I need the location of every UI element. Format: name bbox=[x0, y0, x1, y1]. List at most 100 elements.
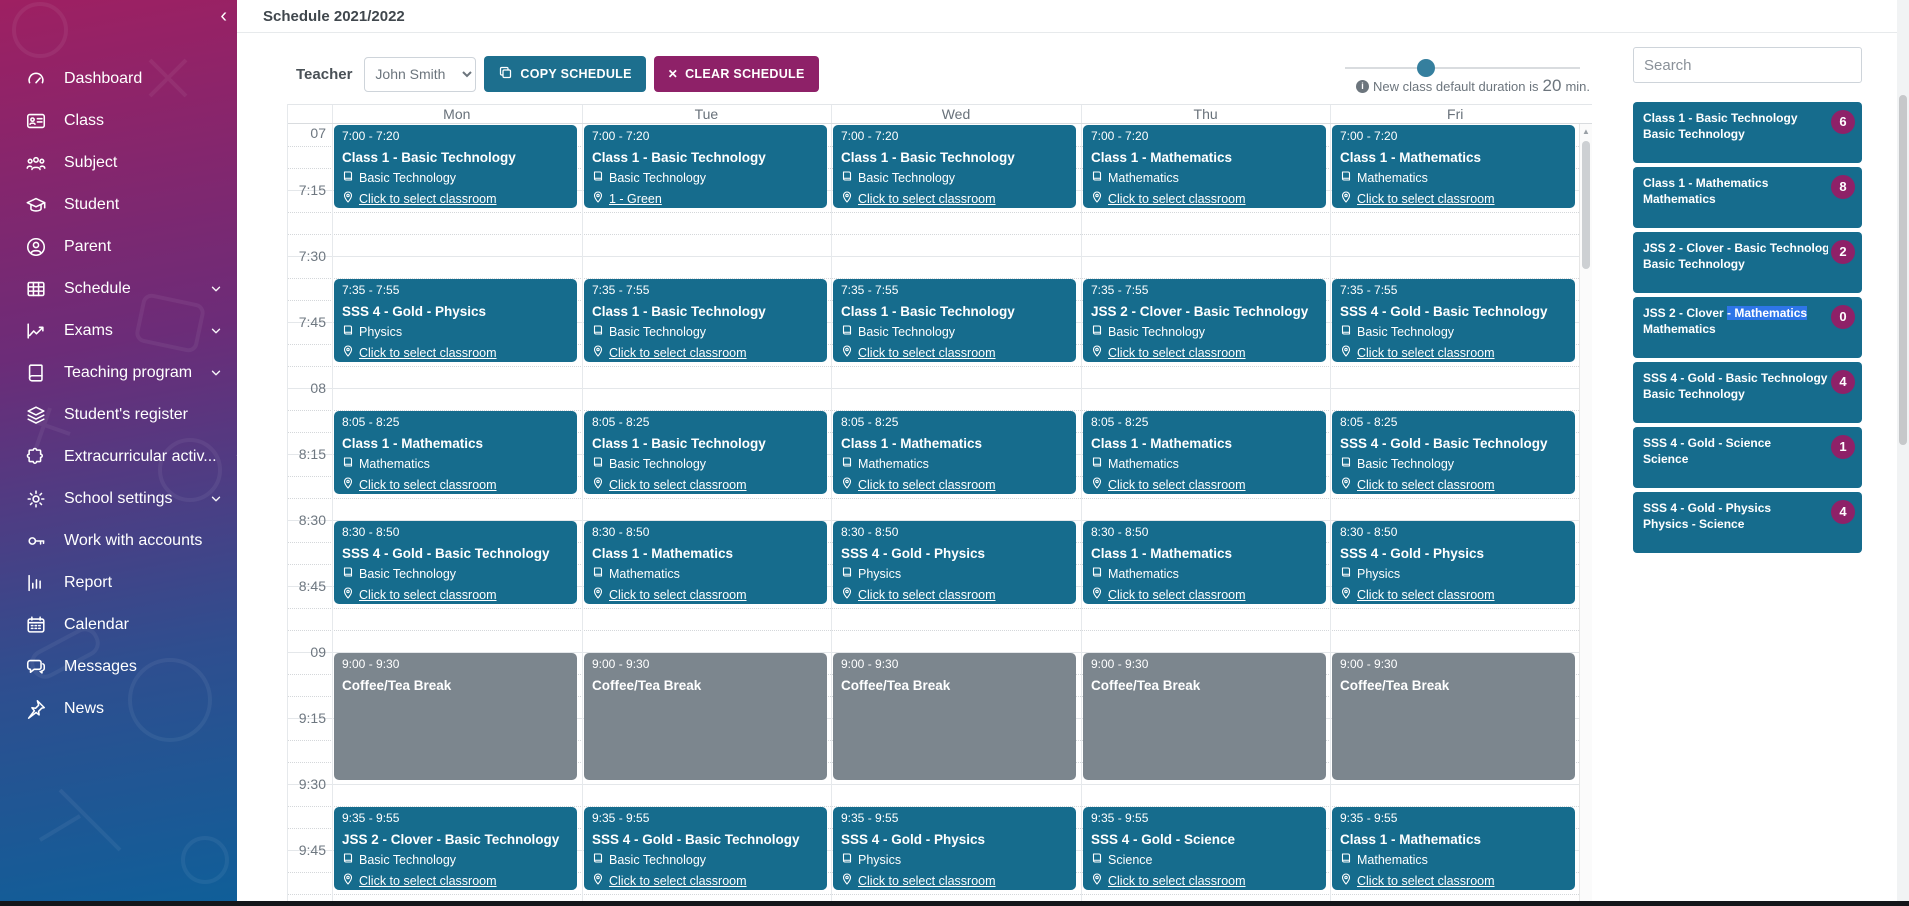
calendar-scrollbar-thumb[interactable] bbox=[1582, 141, 1590, 269]
class-card-subject: Basic Technology bbox=[1643, 387, 1745, 401]
classroom-link[interactable]: Click to select classroom bbox=[1091, 587, 1318, 603]
class-event[interactable]: 8:05 - 8:25 Class 1 - Mathematics Mathemat… bbox=[1083, 411, 1326, 494]
classroom-link[interactable]: Click to select classroom bbox=[342, 191, 569, 207]
class-card[interactable]: SSS 4 - Gold - Science Science 1 bbox=[1633, 427, 1862, 488]
sidebar-item-subject[interactable]: Subject bbox=[0, 142, 237, 184]
class-event[interactable]: 7:35 - 7:55 Class 1 - Basic Technology Bas… bbox=[833, 279, 1076, 362]
class-event[interactable]: 7:35 - 7:55 JSS 2 - Clover - Basic Techno… bbox=[1083, 279, 1326, 362]
class-event[interactable]: 8:30 - 8:50 Class 1 - Mathematics Mathemat… bbox=[1083, 521, 1326, 604]
classroom-link[interactable]: Click to select classroom bbox=[841, 345, 1068, 361]
class-event[interactable]: 7:00 - 7:20 Class 1 - Mathematics Mathemat… bbox=[1083, 125, 1326, 208]
class-event[interactable]: 9:35 - 9:55 SSS 4 - Gold - Science Science… bbox=[1083, 807, 1326, 890]
sidebar-item-news[interactable]: News bbox=[0, 688, 237, 730]
classroom-link[interactable]: Click to select classroom bbox=[1340, 873, 1567, 889]
clear-schedule-button[interactable]: ✕ CLEAR SCHEDULE bbox=[653, 56, 819, 92]
sidebar-collapse-button[interactable]: ‹ bbox=[220, 5, 227, 27]
classroom-link[interactable]: Click to select classroom bbox=[841, 587, 1068, 603]
class-event[interactable]: 8:30 - 8:50 SSS 4 - Gold - Basic Technolo… bbox=[334, 521, 577, 604]
classroom-link[interactable]: Click to select classroom bbox=[1340, 477, 1567, 493]
teacher-select[interactable]: John Smith bbox=[364, 56, 477, 92]
classroom-link[interactable]: 1 - Green bbox=[592, 191, 819, 207]
sidebar-item-parent[interactable]: Parent bbox=[0, 226, 237, 268]
sidebar-item-calendar[interactable]: Calendar bbox=[0, 604, 237, 646]
page-title: Schedule 2021/2022 bbox=[263, 8, 405, 25]
class-event[interactable]: 7:00 - 7:20 Class 1 - Basic Technology Bas… bbox=[334, 125, 577, 208]
break-event[interactable]: 9:00 - 9:30 Coffee/Tea Break bbox=[1083, 653, 1326, 780]
class-event[interactable]: 7:00 - 7:20 Class 1 - Mathematics Mathemat… bbox=[1332, 125, 1575, 208]
scroll-up-icon[interactable]: ▲ bbox=[1582, 127, 1590, 136]
event-title: Class 1 - Basic Technology bbox=[592, 150, 766, 165]
class-card[interactable]: Class 1 - Mathematics Mathematics 8 bbox=[1633, 167, 1862, 228]
break-event[interactable]: 9:00 - 9:30 Coffee/Tea Break bbox=[334, 653, 577, 780]
classroom-link[interactable]: Click to select classroom bbox=[1340, 587, 1567, 603]
event-time: 7:00 - 7:20 bbox=[1340, 129, 1398, 143]
class-event[interactable]: 8:30 - 8:50 SSS 4 - Gold - Physics Physics… bbox=[833, 521, 1076, 604]
grid-line bbox=[288, 256, 1579, 257]
page-scrollbar-thumb[interactable] bbox=[1899, 95, 1907, 445]
classroom-link[interactable]: Click to select classroom bbox=[592, 587, 819, 603]
slider-knob[interactable] bbox=[1417, 59, 1435, 77]
search-input[interactable] bbox=[1633, 47, 1862, 83]
class-card[interactable]: JSS 2 - Clover - Basic Technology Basic T… bbox=[1633, 232, 1862, 293]
classroom-link[interactable]: Click to select classroom bbox=[592, 873, 819, 889]
classroom-link[interactable]: Click to select classroom bbox=[841, 477, 1068, 493]
class-event[interactable]: 8:30 - 8:50 SSS 4 - Gold - Physics Physics… bbox=[1332, 521, 1575, 604]
class-card[interactable]: SSS 4 - Gold - Basic Technology Basic Tec… bbox=[1633, 362, 1862, 423]
break-event[interactable]: 9:00 - 9:30 Coffee/Tea Break bbox=[1332, 653, 1575, 780]
sidebar-item-work-with-accounts[interactable]: Work with accounts bbox=[0, 520, 237, 562]
class-event[interactable]: 7:35 - 7:55 Class 1 - Basic Technology Bas… bbox=[584, 279, 827, 362]
classroom-link[interactable]: Click to select classroom bbox=[342, 345, 569, 361]
classroom-link[interactable]: Click to select classroom bbox=[342, 873, 569, 889]
duration-slider[interactable] bbox=[1345, 59, 1580, 77]
class-event[interactable]: 7:35 - 7:55 SSS 4 - Gold - Basic Technolo… bbox=[1332, 279, 1575, 362]
classroom-link[interactable]: Click to select classroom bbox=[1091, 477, 1318, 493]
event-title: JSS 2 - Clover - Basic Technology bbox=[1091, 304, 1309, 319]
page-scrollbar[interactable] bbox=[1897, 0, 1909, 906]
book-icon bbox=[1091, 456, 1103, 472]
class-event[interactable]: 9:35 - 9:55 SSS 4 - Gold - Physics Physics… bbox=[833, 807, 1076, 890]
class-event[interactable]: 9:35 - 9:55 Class 1 - Mathematics Mathemat… bbox=[1332, 807, 1575, 890]
copy-schedule-button[interactable]: COPY SCHEDULE bbox=[484, 56, 646, 92]
sidebar-item-school-settings[interactable]: School settings bbox=[0, 478, 237, 520]
classroom-link[interactable]: Click to select classroom bbox=[342, 587, 569, 603]
class-event[interactable]: 8:05 - 8:25 Class 1 - Basic Technology Bas… bbox=[584, 411, 827, 494]
classroom-link[interactable]: Click to select classroom bbox=[592, 345, 819, 361]
school-settings-icon bbox=[25, 488, 47, 510]
classroom-link[interactable]: Click to select classroom bbox=[592, 477, 819, 493]
classroom-link[interactable]: Click to select classroom bbox=[841, 873, 1068, 889]
class-event[interactable]: 8:30 - 8:50 Class 1 - Mathematics Mathemat… bbox=[584, 521, 827, 604]
classroom-link[interactable]: Click to select classroom bbox=[1091, 345, 1318, 361]
classroom-link[interactable]: Click to select classroom bbox=[1091, 191, 1318, 207]
class-event[interactable]: 8:05 - 8:25 Class 1 - Mathematics Mathemat… bbox=[334, 411, 577, 494]
sidebar-item-exams[interactable]: Exams bbox=[0, 310, 237, 352]
sidebar-item-extracurricular-activ[interactable]: Extracurricular activ... bbox=[0, 436, 245, 478]
class-card[interactable]: JSS 2 - Clover - Mathematics Mathematics 0 bbox=[1633, 297, 1862, 358]
sidebar-item-messages[interactable]: Messages bbox=[0, 646, 237, 688]
sidebar-item-student-s-register[interactable]: Student's register bbox=[0, 394, 237, 436]
classroom-link[interactable]: Click to select classroom bbox=[1340, 191, 1567, 207]
class-event[interactable]: 7:00 - 7:20 Class 1 - Basic Technology Bas… bbox=[833, 125, 1076, 208]
class-card-title-text: JSS 2 - Clover bbox=[1643, 306, 1728, 320]
class-event[interactable]: 9:35 - 9:55 JSS 2 - Clover - Basic Techno… bbox=[334, 807, 577, 890]
class-event[interactable]: 7:35 - 7:55 SSS 4 - Gold - Physics Physics… bbox=[334, 279, 577, 362]
calendar-scrollbar[interactable]: ▲ bbox=[1579, 124, 1592, 901]
sidebar-item-class[interactable]: Class bbox=[0, 100, 237, 142]
class-card[interactable]: Class 1 - Basic Technology Basic Technolo… bbox=[1633, 102, 1862, 163]
classroom-link-label: Click to select classroom bbox=[1108, 192, 1246, 207]
class-event[interactable]: 8:05 - 8:25 SSS 4 - Gold - Basic Technolo… bbox=[1332, 411, 1575, 494]
class-event[interactable]: 8:05 - 8:25 Class 1 - Mathematics Mathemat… bbox=[833, 411, 1076, 494]
class-event[interactable]: 7:00 - 7:20 Class 1 - Basic Technology Bas… bbox=[584, 125, 827, 208]
classroom-link[interactable]: Click to select classroom bbox=[342, 477, 569, 493]
classroom-link[interactable]: Click to select classroom bbox=[1340, 345, 1567, 361]
sidebar-item-dashboard[interactable]: Dashboard bbox=[0, 58, 237, 100]
sidebar-item-teaching-program[interactable]: Teaching program bbox=[0, 352, 237, 394]
sidebar-item-schedule[interactable]: Schedule bbox=[0, 268, 237, 310]
break-event[interactable]: 9:00 - 9:30 Coffee/Tea Break bbox=[584, 653, 827, 780]
break-event[interactable]: 9:00 - 9:30 Coffee/Tea Break bbox=[833, 653, 1076, 780]
sidebar-item-student[interactable]: Student bbox=[0, 184, 237, 226]
classroom-link[interactable]: Click to select classroom bbox=[841, 191, 1068, 207]
sidebar-item-report[interactable]: Report bbox=[0, 562, 237, 604]
class-card[interactable]: SSS 4 - Gold - Physics Physics - Science 4 bbox=[1633, 492, 1862, 553]
class-event[interactable]: 9:35 - 9:55 SSS 4 - Gold - Basic Technolo… bbox=[584, 807, 827, 890]
classroom-link[interactable]: Click to select classroom bbox=[1091, 873, 1318, 889]
